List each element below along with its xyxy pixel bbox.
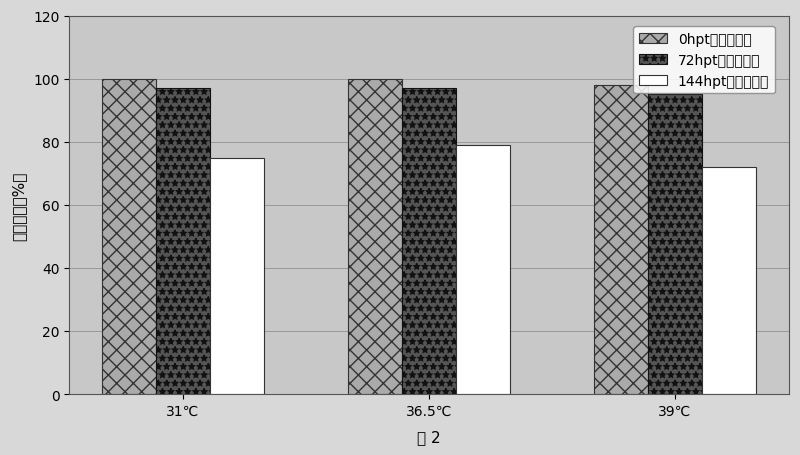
Bar bbox=[594, 86, 648, 394]
X-axis label: 图 2: 图 2 bbox=[418, 429, 441, 444]
Bar bbox=[648, 95, 702, 394]
Bar bbox=[102, 80, 156, 394]
Legend: 0hpt时细胞活率, 72hpt时细胞活率, 144hpt时细胞活率: 0hpt时细胞活率, 72hpt时细胞活率, 144hpt时细胞活率 bbox=[634, 27, 774, 94]
Bar bbox=[402, 89, 456, 394]
Bar bbox=[348, 80, 402, 394]
Bar bbox=[210, 158, 264, 394]
Bar bbox=[702, 167, 756, 394]
Bar bbox=[156, 89, 210, 394]
Y-axis label: 细胞活率（%）: 细胞活率（%） bbox=[11, 171, 26, 240]
Bar bbox=[456, 146, 510, 394]
